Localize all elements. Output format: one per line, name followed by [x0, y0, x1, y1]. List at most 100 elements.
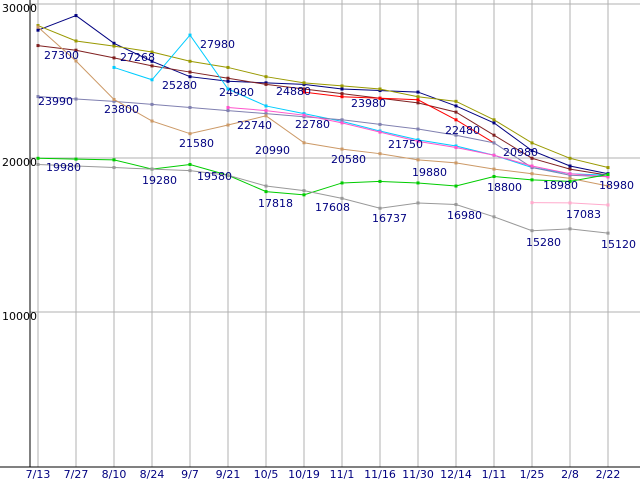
series-series-11: [530, 201, 610, 207]
x-tick-label: 8/24: [140, 468, 165, 480]
price-label: 18980: [599, 179, 634, 192]
price-label: 19980: [46, 161, 81, 174]
series-line: [303, 91, 495, 144]
price-label: 23980: [351, 97, 386, 110]
series-series-2: [36, 24, 610, 170]
price-label: 18800: [487, 181, 522, 194]
data-point-marker: [188, 105, 192, 109]
series-line: [37, 96, 609, 178]
price-label: 22780: [295, 118, 330, 131]
data-point-marker: [378, 89, 382, 93]
data-point-marker: [340, 118, 344, 122]
data-point-marker: [74, 97, 78, 101]
gridlines: [30, 0, 640, 467]
price-label: 20580: [331, 153, 366, 166]
data-point-marker: [340, 121, 344, 125]
data-point-marker: [264, 104, 268, 108]
data-point-marker: [150, 102, 154, 106]
data-point-marker: [226, 123, 230, 127]
data-point-marker: [264, 75, 268, 79]
series-line: [113, 34, 609, 176]
data-point-marker: [378, 152, 382, 156]
series-line: [37, 163, 609, 234]
x-tick-label: 2/22: [596, 468, 621, 480]
y-tick-label: 10000: [2, 310, 37, 323]
series-line: [37, 25, 609, 169]
data-point-marker: [530, 141, 534, 145]
data-point-marker: [378, 206, 382, 210]
data-point-marker: [226, 76, 230, 80]
x-tick-label: 11/16: [364, 468, 396, 480]
price-label: 15280: [526, 236, 561, 249]
data-point-marker: [264, 190, 268, 194]
data-point-marker: [340, 84, 344, 88]
price-label: 21750: [388, 138, 423, 151]
x-axis-labels: 7/13 7/27 8/10 8/24 9/7 9/21 10/5 10/19 11/1 11/1…: [26, 468, 621, 480]
data-point-marker: [36, 24, 40, 28]
y-tick-label: 30000: [2, 2, 37, 15]
price-label: 27300: [44, 49, 79, 62]
data-point-marker: [74, 48, 78, 52]
data-point-marker: [36, 25, 40, 29]
price-label: 22740: [237, 119, 272, 132]
data-point-marker: [606, 175, 610, 179]
data-point-marker: [112, 158, 116, 162]
data-point-marker: [454, 161, 458, 165]
data-point-marker: [454, 104, 458, 108]
price-label: 24980: [219, 86, 254, 99]
price-label: 24880: [276, 85, 311, 98]
price-label: 20990: [255, 144, 290, 157]
data-point-marker: [112, 166, 116, 170]
data-point-marker: [416, 158, 420, 162]
data-point-marker: [530, 156, 534, 160]
data-point-marker: [454, 133, 458, 137]
data-point-marker: [378, 96, 382, 100]
data-point-marker: [188, 75, 192, 79]
data-point-marker: [454, 110, 458, 114]
data-point-marker: [492, 121, 496, 125]
data-point-marker: [188, 132, 192, 136]
series-series-7: [36, 25, 610, 188]
price-label: 17083: [566, 208, 601, 221]
x-tick-label: 12/14: [440, 468, 472, 480]
data-point-marker: [264, 109, 268, 113]
x-tick-label: 11/1: [330, 468, 355, 480]
x-tick-label: 7/13: [26, 468, 51, 480]
data-point-marker: [340, 92, 344, 96]
data-point-marker: [36, 28, 40, 32]
series-series-10: [36, 162, 610, 235]
x-tick-label: 10/5: [254, 468, 279, 480]
data-point-marker: [74, 14, 78, 18]
data-point-marker: [150, 167, 154, 171]
data-point-marker: [416, 139, 420, 143]
data-point-marker: [36, 162, 40, 166]
data-point-marker: [340, 119, 344, 123]
data-point-marker: [264, 112, 268, 116]
data-point-marker: [302, 112, 306, 116]
annotations: 27300 23990 19980 27268 23800 19280 25280 21580…: [38, 38, 636, 251]
data-point-marker: [378, 87, 382, 91]
series-line: [37, 26, 609, 187]
x-tick-label: 10/19: [288, 468, 320, 480]
data-point-marker: [302, 90, 306, 94]
data-point-marker: [36, 156, 40, 160]
series-line: [37, 45, 609, 176]
data-point-marker: [112, 99, 116, 103]
data-point-marker: [416, 201, 420, 205]
data-point-marker: [112, 44, 116, 48]
price-label: 15120: [601, 238, 636, 251]
data-point-marker: [150, 64, 154, 68]
data-point-marker: [226, 65, 230, 69]
data-point-marker: [264, 82, 268, 86]
data-point-marker: [302, 189, 306, 193]
data-point-marker: [416, 101, 420, 105]
data-point-marker: [530, 172, 534, 176]
price-label: 17608: [315, 201, 350, 214]
data-point-marker: [112, 97, 116, 101]
data-point-marker: [568, 164, 572, 168]
data-point-marker: [302, 113, 306, 117]
price-label: 27268: [120, 51, 155, 64]
data-point-marker: [568, 201, 572, 205]
